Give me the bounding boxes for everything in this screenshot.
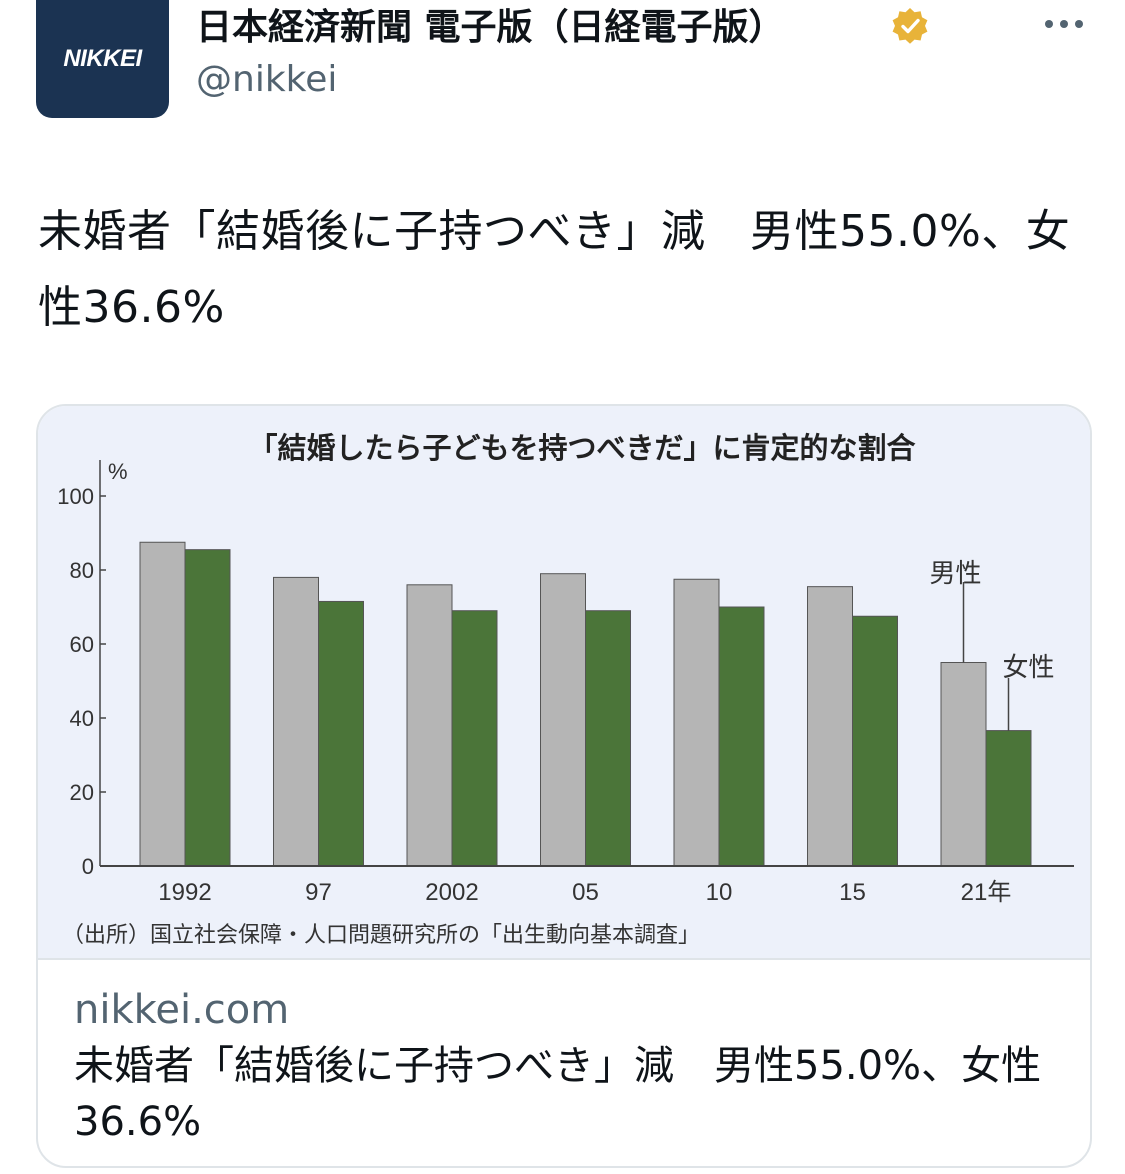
y-axis-unit: %	[108, 459, 128, 484]
bar-male-10	[673, 578, 720, 867]
bar-male-21年	[940, 662, 987, 867]
chart-title: 「結婚したら子どもを持つべきだ」に肯定的な割合	[248, 431, 915, 465]
series-label-female: 女性	[1003, 652, 1055, 682]
bar-female-10	[718, 606, 765, 867]
bar-female-15	[852, 615, 898, 867]
bar-female-2002	[451, 610, 498, 867]
x-tick-label: 10	[706, 879, 733, 906]
link-card[interactable]: 「結婚したら子どもを持つべきだ」に肯定的な割合 % 0 20 40 60 80 100 1…	[36, 404, 1092, 1168]
bar-female-05	[585, 610, 631, 867]
bar-chart: 「結婚したら子どもを持つべきだ」に肯定的な割合 % 0 20 40 60 80 100 1…	[57, 431, 1074, 947]
bar-male-05	[540, 573, 586, 867]
chart-source-note: （出所）国立社会保障・人口問題研究所の「出生動向基本調査」	[62, 922, 700, 947]
verified-badge-icon	[892, 8, 928, 44]
bar-female-21年	[985, 730, 1032, 867]
account-display-name[interactable]: 日本経済新聞 電子版（日経電子版）	[196, 7, 785, 48]
y-tick-label: 80	[70, 558, 94, 583]
x-tick-label: 21年	[961, 879, 1012, 906]
bar-male-1992	[139, 541, 186, 867]
x-tick-label: 15	[839, 879, 866, 906]
account-handle[interactable]: @nikkei	[196, 59, 338, 100]
x-tick-label: 2002	[425, 879, 478, 906]
series-label-male: 男性	[930, 558, 982, 588]
nikkei-logo-text: NIKKEI	[63, 45, 142, 72]
bar-male-15	[807, 586, 853, 867]
x-tick-label: 05	[572, 879, 599, 906]
x-tick-label: 97	[305, 879, 332, 906]
y-tick-label: 40	[70, 706, 94, 731]
account-avatar[interactable]: NIKKEI	[36, 0, 169, 118]
more-options-icon[interactable]	[1036, 2, 1092, 46]
card-chart-image: 「結婚したら子どもを持つべきだ」に肯定的な割合 % 0 20 40 60 80 100 1…	[38, 406, 1090, 960]
y-tick-label: 60	[70, 632, 94, 657]
card-domain: nikkei.com	[74, 987, 290, 1033]
bar-female-1992	[184, 549, 231, 867]
bar-female-97	[318, 600, 364, 867]
y-tick-label: 100	[57, 484, 94, 509]
bar-male-97	[273, 576, 319, 867]
tweet-text: 未婚者「結婚後に子持つべき」減 男性55.0%、女性36.6%	[38, 206, 1071, 333]
y-tick-label: 0	[82, 854, 94, 879]
card-title: 未婚者「結婚後に子持つべき」減 男性55.0%、女性36.6%	[74, 1043, 1042, 1145]
bar-male-2002	[406, 584, 453, 867]
x-tick-label: 1992	[158, 879, 211, 906]
y-tick-label: 20	[70, 780, 94, 805]
